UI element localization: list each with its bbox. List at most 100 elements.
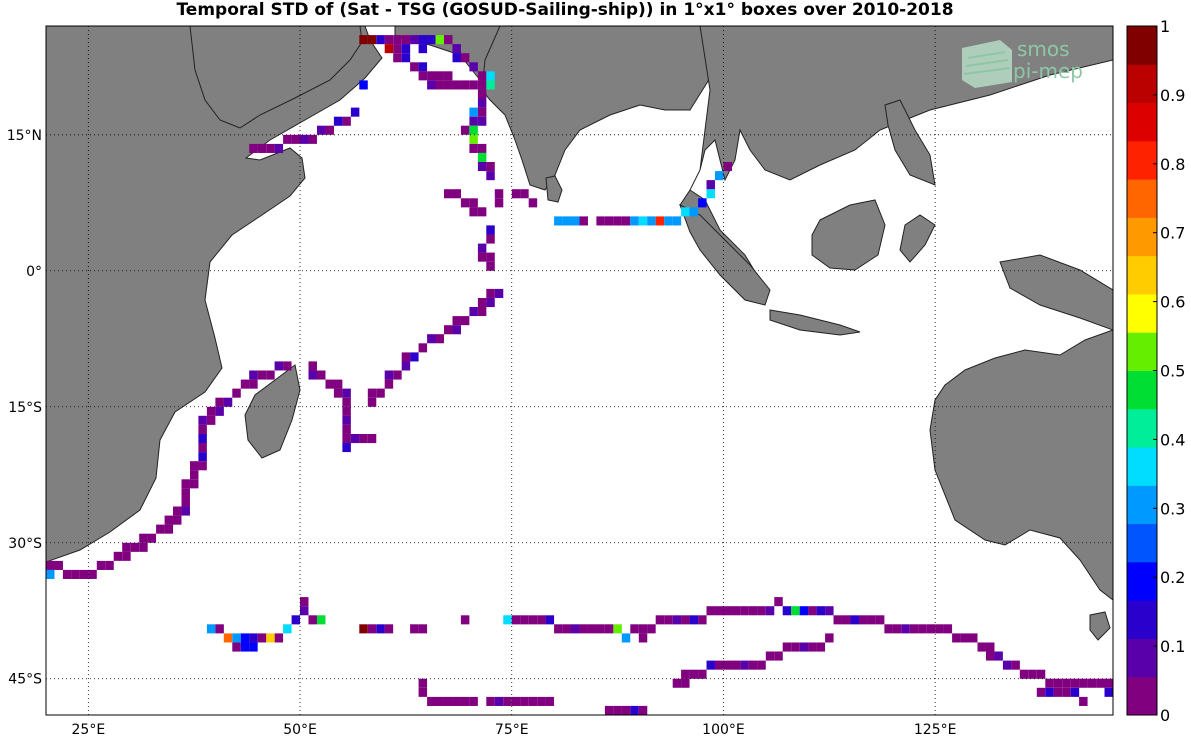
std-cell bbox=[401, 44, 411, 54]
std-cell bbox=[689, 207, 699, 217]
std-cell bbox=[520, 615, 529, 625]
std-cell bbox=[833, 615, 842, 625]
std-cell bbox=[791, 642, 800, 652]
std-cell bbox=[215, 624, 224, 634]
std-cell bbox=[308, 615, 317, 625]
std-cell bbox=[723, 660, 732, 670]
std-cell bbox=[765, 606, 775, 616]
std-cell bbox=[477, 307, 487, 317]
std-cell bbox=[333, 116, 343, 126]
std-cell bbox=[1079, 696, 1088, 706]
std-cell bbox=[960, 633, 970, 643]
std-cell bbox=[1104, 687, 1113, 697]
land-madagascar bbox=[244, 364, 301, 459]
std-cell bbox=[477, 152, 487, 162]
lat-tick-label: 0° bbox=[26, 264, 42, 280]
std-cell bbox=[630, 624, 639, 634]
std-cell bbox=[393, 53, 402, 63]
map-frame bbox=[45, 25, 1114, 716]
std-cell bbox=[1036, 669, 1046, 679]
std-cell bbox=[1036, 687, 1046, 697]
std-cell bbox=[477, 89, 487, 99]
std-cell bbox=[698, 198, 707, 208]
std-cell bbox=[418, 35, 428, 45]
std-cell bbox=[986, 651, 995, 661]
std-cell bbox=[71, 569, 80, 579]
colorbar-segment bbox=[1127, 293, 1157, 333]
std-cell bbox=[952, 633, 961, 643]
std-cell bbox=[342, 424, 351, 434]
std-cell bbox=[427, 71, 436, 81]
std-cell bbox=[54, 560, 63, 570]
std-cell bbox=[681, 669, 690, 679]
std-cell bbox=[435, 334, 444, 344]
std-cell bbox=[477, 71, 487, 81]
colorbar-segment bbox=[1127, 523, 1157, 563]
std-cell bbox=[613, 216, 622, 226]
std-cell bbox=[1019, 669, 1029, 679]
std-cell bbox=[901, 624, 910, 634]
std-cell bbox=[698, 615, 707, 625]
std-cell bbox=[1104, 678, 1113, 688]
std-cell bbox=[1062, 678, 1071, 688]
std-cell bbox=[748, 660, 758, 670]
std-cell bbox=[401, 53, 411, 63]
std-cell bbox=[435, 696, 444, 706]
std-cell bbox=[477, 143, 487, 153]
land-sumatra bbox=[679, 203, 771, 306]
std-cell bbox=[477, 116, 487, 126]
std-cell bbox=[545, 696, 555, 706]
land-sulawesi bbox=[899, 214, 936, 263]
std-cell bbox=[274, 633, 284, 643]
std-cell bbox=[274, 143, 284, 153]
std-cell bbox=[215, 397, 224, 407]
std-cell bbox=[621, 705, 631, 715]
std-cell bbox=[283, 624, 292, 634]
std-cell bbox=[367, 388, 377, 398]
std-cell bbox=[782, 642, 792, 652]
std-cell bbox=[418, 44, 428, 54]
std-cell bbox=[511, 615, 521, 625]
std-cell bbox=[875, 615, 885, 625]
std-cell bbox=[1079, 678, 1088, 688]
std-cell bbox=[393, 35, 402, 45]
std-cell bbox=[477, 207, 487, 217]
std-cell bbox=[1062, 687, 1071, 697]
logo-text-line2: pi-mep bbox=[1013, 59, 1083, 83]
std-cell bbox=[308, 370, 317, 380]
std-cell bbox=[791, 606, 800, 616]
std-cell bbox=[198, 415, 207, 425]
std-cell bbox=[1070, 678, 1080, 688]
std-cell bbox=[359, 35, 368, 45]
std-cell bbox=[469, 143, 478, 153]
std-cell bbox=[977, 642, 986, 652]
std-cell bbox=[799, 642, 809, 652]
land-tasmania bbox=[1089, 611, 1111, 641]
std-cell bbox=[427, 80, 436, 90]
std-cell bbox=[232, 642, 241, 652]
std-cell bbox=[384, 35, 394, 45]
std-cell bbox=[460, 80, 470, 90]
std-cell bbox=[545, 615, 555, 625]
colorbar: 0 0.1 0.2 0.3 0.4 0.5 0.6 0.7 0.8 0.9 1 bbox=[1126, 17, 1185, 725]
std-cell bbox=[333, 379, 343, 389]
std-cell bbox=[562, 624, 572, 634]
std-cell bbox=[257, 633, 267, 643]
std-cell bbox=[816, 642, 826, 652]
std-cell bbox=[350, 107, 360, 117]
std-cell bbox=[418, 71, 428, 81]
std-cell bbox=[427, 35, 436, 45]
land-sri-lanka bbox=[545, 175, 563, 203]
std-cell bbox=[283, 361, 292, 371]
std-cell bbox=[181, 497, 190, 507]
std-cell bbox=[96, 560, 106, 570]
std-cell bbox=[122, 551, 131, 561]
std-cell bbox=[477, 80, 487, 90]
std-cell bbox=[706, 660, 715, 670]
std-cell bbox=[427, 334, 436, 344]
std-cell bbox=[1070, 687, 1080, 697]
std-cell bbox=[223, 633, 233, 643]
std-cell bbox=[444, 35, 453, 45]
std-cell bbox=[494, 189, 504, 199]
colorbar-segment bbox=[1127, 561, 1157, 601]
